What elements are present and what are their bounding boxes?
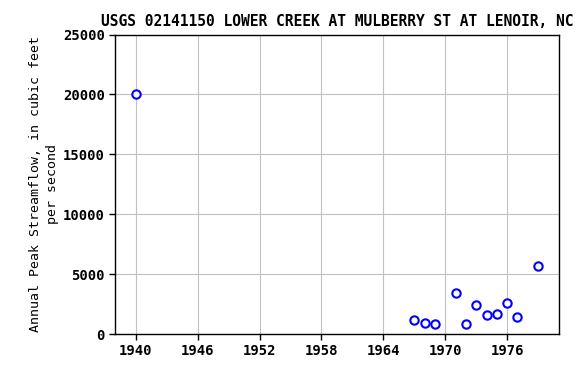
Point (533, 263, 543, 269)
Point (131, 91, 141, 98)
Point (420, 320, 429, 326)
Title: USGS 02141150 LOWER CREEK AT MULBERRY ST AT LENOIR, NC: USGS 02141150 LOWER CREEK AT MULBERRY ST… (101, 14, 573, 29)
Point (461, 321, 471, 328)
Point (492, 311, 502, 317)
Point (451, 290, 460, 296)
Y-axis label: Annual Peak Streamflow, in cubic feet
per second: Annual Peak Streamflow, in cubic feet pe… (29, 36, 59, 332)
Point (472, 302, 481, 308)
Point (482, 312, 491, 318)
Point (410, 317, 419, 323)
Point (513, 314, 522, 320)
Point (430, 321, 439, 328)
Point (502, 300, 511, 306)
